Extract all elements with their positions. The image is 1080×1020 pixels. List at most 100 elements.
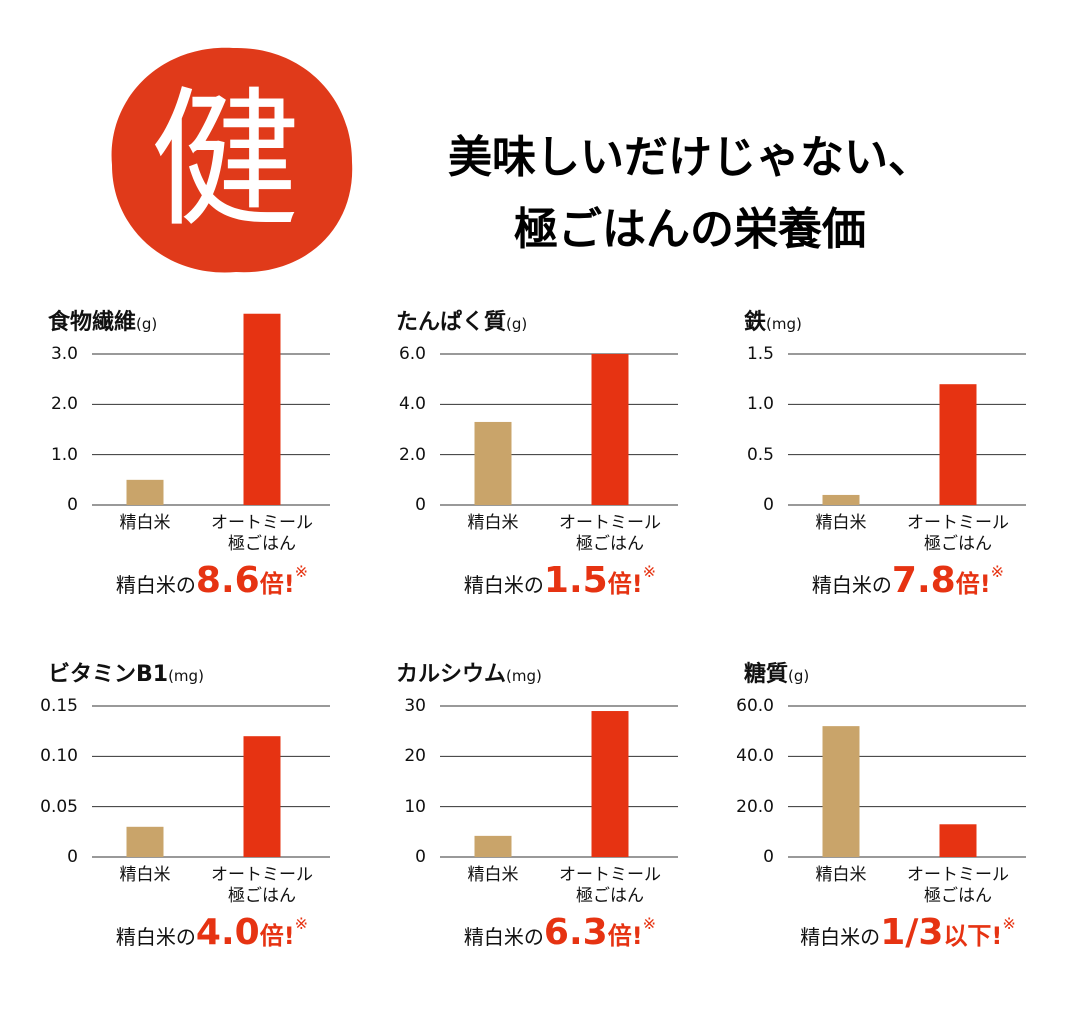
headline: 極ごはんの栄養価 xyxy=(514,204,866,255)
callout-prefix: 精白米の xyxy=(800,925,881,949)
bar xyxy=(474,835,512,857)
y-tick-label: 0 xyxy=(67,495,78,515)
stamp xyxy=(111,47,353,273)
bar xyxy=(822,494,860,505)
callout-note: ※ xyxy=(1002,914,1016,933)
chart-title: ビタミンB1(mg) xyxy=(48,656,204,688)
y-tick-label: 1.0 xyxy=(746,394,774,415)
callout-suffix: 倍! xyxy=(259,570,295,598)
y-tick-label: 1.0 xyxy=(50,444,78,465)
y-tick-label: 2.0 xyxy=(398,444,426,465)
x-tick-label: 精白米 xyxy=(467,865,519,885)
x-tick-label: 精白米 xyxy=(815,513,867,533)
y-tick-label: 6.0 xyxy=(398,344,426,364)
y-tick-label: 0 xyxy=(763,495,774,515)
y-tick-label: 20 xyxy=(404,746,426,767)
unit: (mg) xyxy=(506,667,542,685)
x-tick-label: 精白米 xyxy=(119,865,171,885)
callout-number: 4.0 xyxy=(195,912,260,953)
y-tick-label: 10 xyxy=(404,796,426,817)
callout-number: 1.5 xyxy=(543,560,608,601)
y-tick-label: 3.0 xyxy=(50,344,78,364)
x-tick-label: オートミール 極ごはん xyxy=(559,865,661,906)
callout-prefix: 精白米の xyxy=(463,925,544,949)
chart-title: カルシウム(mg) xyxy=(396,656,542,688)
y-tick-label: 40.0 xyxy=(736,746,774,767)
bar xyxy=(591,711,629,857)
callout: 精白米の1/3以下!※ xyxy=(758,912,1058,953)
chart-title-text: 糖質 xyxy=(744,662,789,687)
chart-title-text: たんぱく質 xyxy=(396,310,507,335)
bar xyxy=(822,726,860,857)
bar xyxy=(243,736,281,857)
y-tick-label: 4.0 xyxy=(398,394,426,415)
chart-title: 食物繊維(g) xyxy=(48,304,157,336)
callout: 精白米の8.6倍!※ xyxy=(62,560,362,601)
callout-suffix: 倍! xyxy=(259,922,295,950)
y-tick-label: 30 xyxy=(404,696,426,716)
bar xyxy=(939,384,977,505)
callout-prefix: 精白米の xyxy=(115,925,196,949)
callout-prefix: 精白米の xyxy=(115,573,196,597)
chart-title-text: 鉄 xyxy=(744,310,767,335)
chart-title-text: 食物繊維 xyxy=(48,310,137,335)
bar xyxy=(126,479,164,505)
headline: 美味しいだけじゃない、 xyxy=(448,132,932,183)
chart-title: たんぱく質(g) xyxy=(396,304,527,336)
callout-suffix: 倍! xyxy=(607,570,643,598)
callout-note: ※ xyxy=(642,562,657,581)
y-tick-label: 2.0 xyxy=(50,394,78,415)
unit: (mg) xyxy=(168,667,204,685)
chart-title-text: カルシウム xyxy=(396,662,507,687)
x-tick-label: オートミール 極ごはん xyxy=(211,513,313,554)
unit: (g) xyxy=(136,315,158,333)
callout-prefix: 精白米の xyxy=(463,573,544,597)
y-tick-label: 0 xyxy=(415,495,426,515)
y-tick-label: 0.15 xyxy=(40,696,78,716)
callout-number: 6.3 xyxy=(543,912,608,953)
y-tick-label: 0 xyxy=(763,847,774,867)
y-tick-label: 0 xyxy=(67,847,78,867)
callout-note: ※ xyxy=(294,914,309,933)
callout-number: 8.6 xyxy=(195,560,260,601)
unit: (g) xyxy=(788,667,810,685)
y-tick-label: 0.05 xyxy=(40,796,78,817)
x-tick-label: オートミール 極ごはん xyxy=(907,865,1009,906)
unit: (mg) xyxy=(766,315,802,333)
bar xyxy=(474,421,512,505)
callout: 精白米の1.5倍!※ xyxy=(410,560,710,601)
x-tick-label: 精白米 xyxy=(815,865,867,885)
bar xyxy=(243,313,281,505)
chart-title: 鉄(mg) xyxy=(744,304,802,336)
y-tick-label: 1.5 xyxy=(746,344,774,364)
chart-title: 糖質(g) xyxy=(744,656,809,688)
callout-note: ※ xyxy=(294,562,309,581)
callout-suffix: 倍! xyxy=(607,922,643,950)
callout-prefix: 精白米の xyxy=(811,573,892,597)
callout-suffix: 以下! xyxy=(943,922,1003,950)
unit: (g) xyxy=(506,315,528,333)
x-tick-label: オートミール 極ごはん xyxy=(907,513,1009,554)
y-tick-label: 0.10 xyxy=(40,746,78,767)
callout-suffix: 倍! xyxy=(955,570,991,598)
y-tick-label: 60.0 xyxy=(736,696,774,716)
stamp-char: 健 xyxy=(150,74,300,248)
callout: 精白米の6.3倍!※ xyxy=(410,912,710,953)
chart-title-text: ビタミンB1 xyxy=(48,662,169,687)
y-tick-label: 0.5 xyxy=(746,444,774,465)
bar xyxy=(591,354,629,505)
x-tick-label: オートミール 極ごはん xyxy=(211,865,313,906)
x-tick-label: 精白米 xyxy=(467,513,519,533)
callout-note: ※ xyxy=(990,562,1005,581)
callout-number: 7.8 xyxy=(891,560,956,601)
x-tick-label: 精白米 xyxy=(119,513,171,533)
bar xyxy=(126,826,164,857)
callout: 精白米の7.8倍!※ xyxy=(758,560,1058,601)
y-tick-label: 20.0 xyxy=(736,796,774,817)
x-tick-label: オートミール 極ごはん xyxy=(559,513,661,554)
y-tick-label: 0 xyxy=(415,847,426,867)
callout: 精白米の4.0倍!※ xyxy=(62,912,362,953)
callout-note: ※ xyxy=(642,914,657,933)
